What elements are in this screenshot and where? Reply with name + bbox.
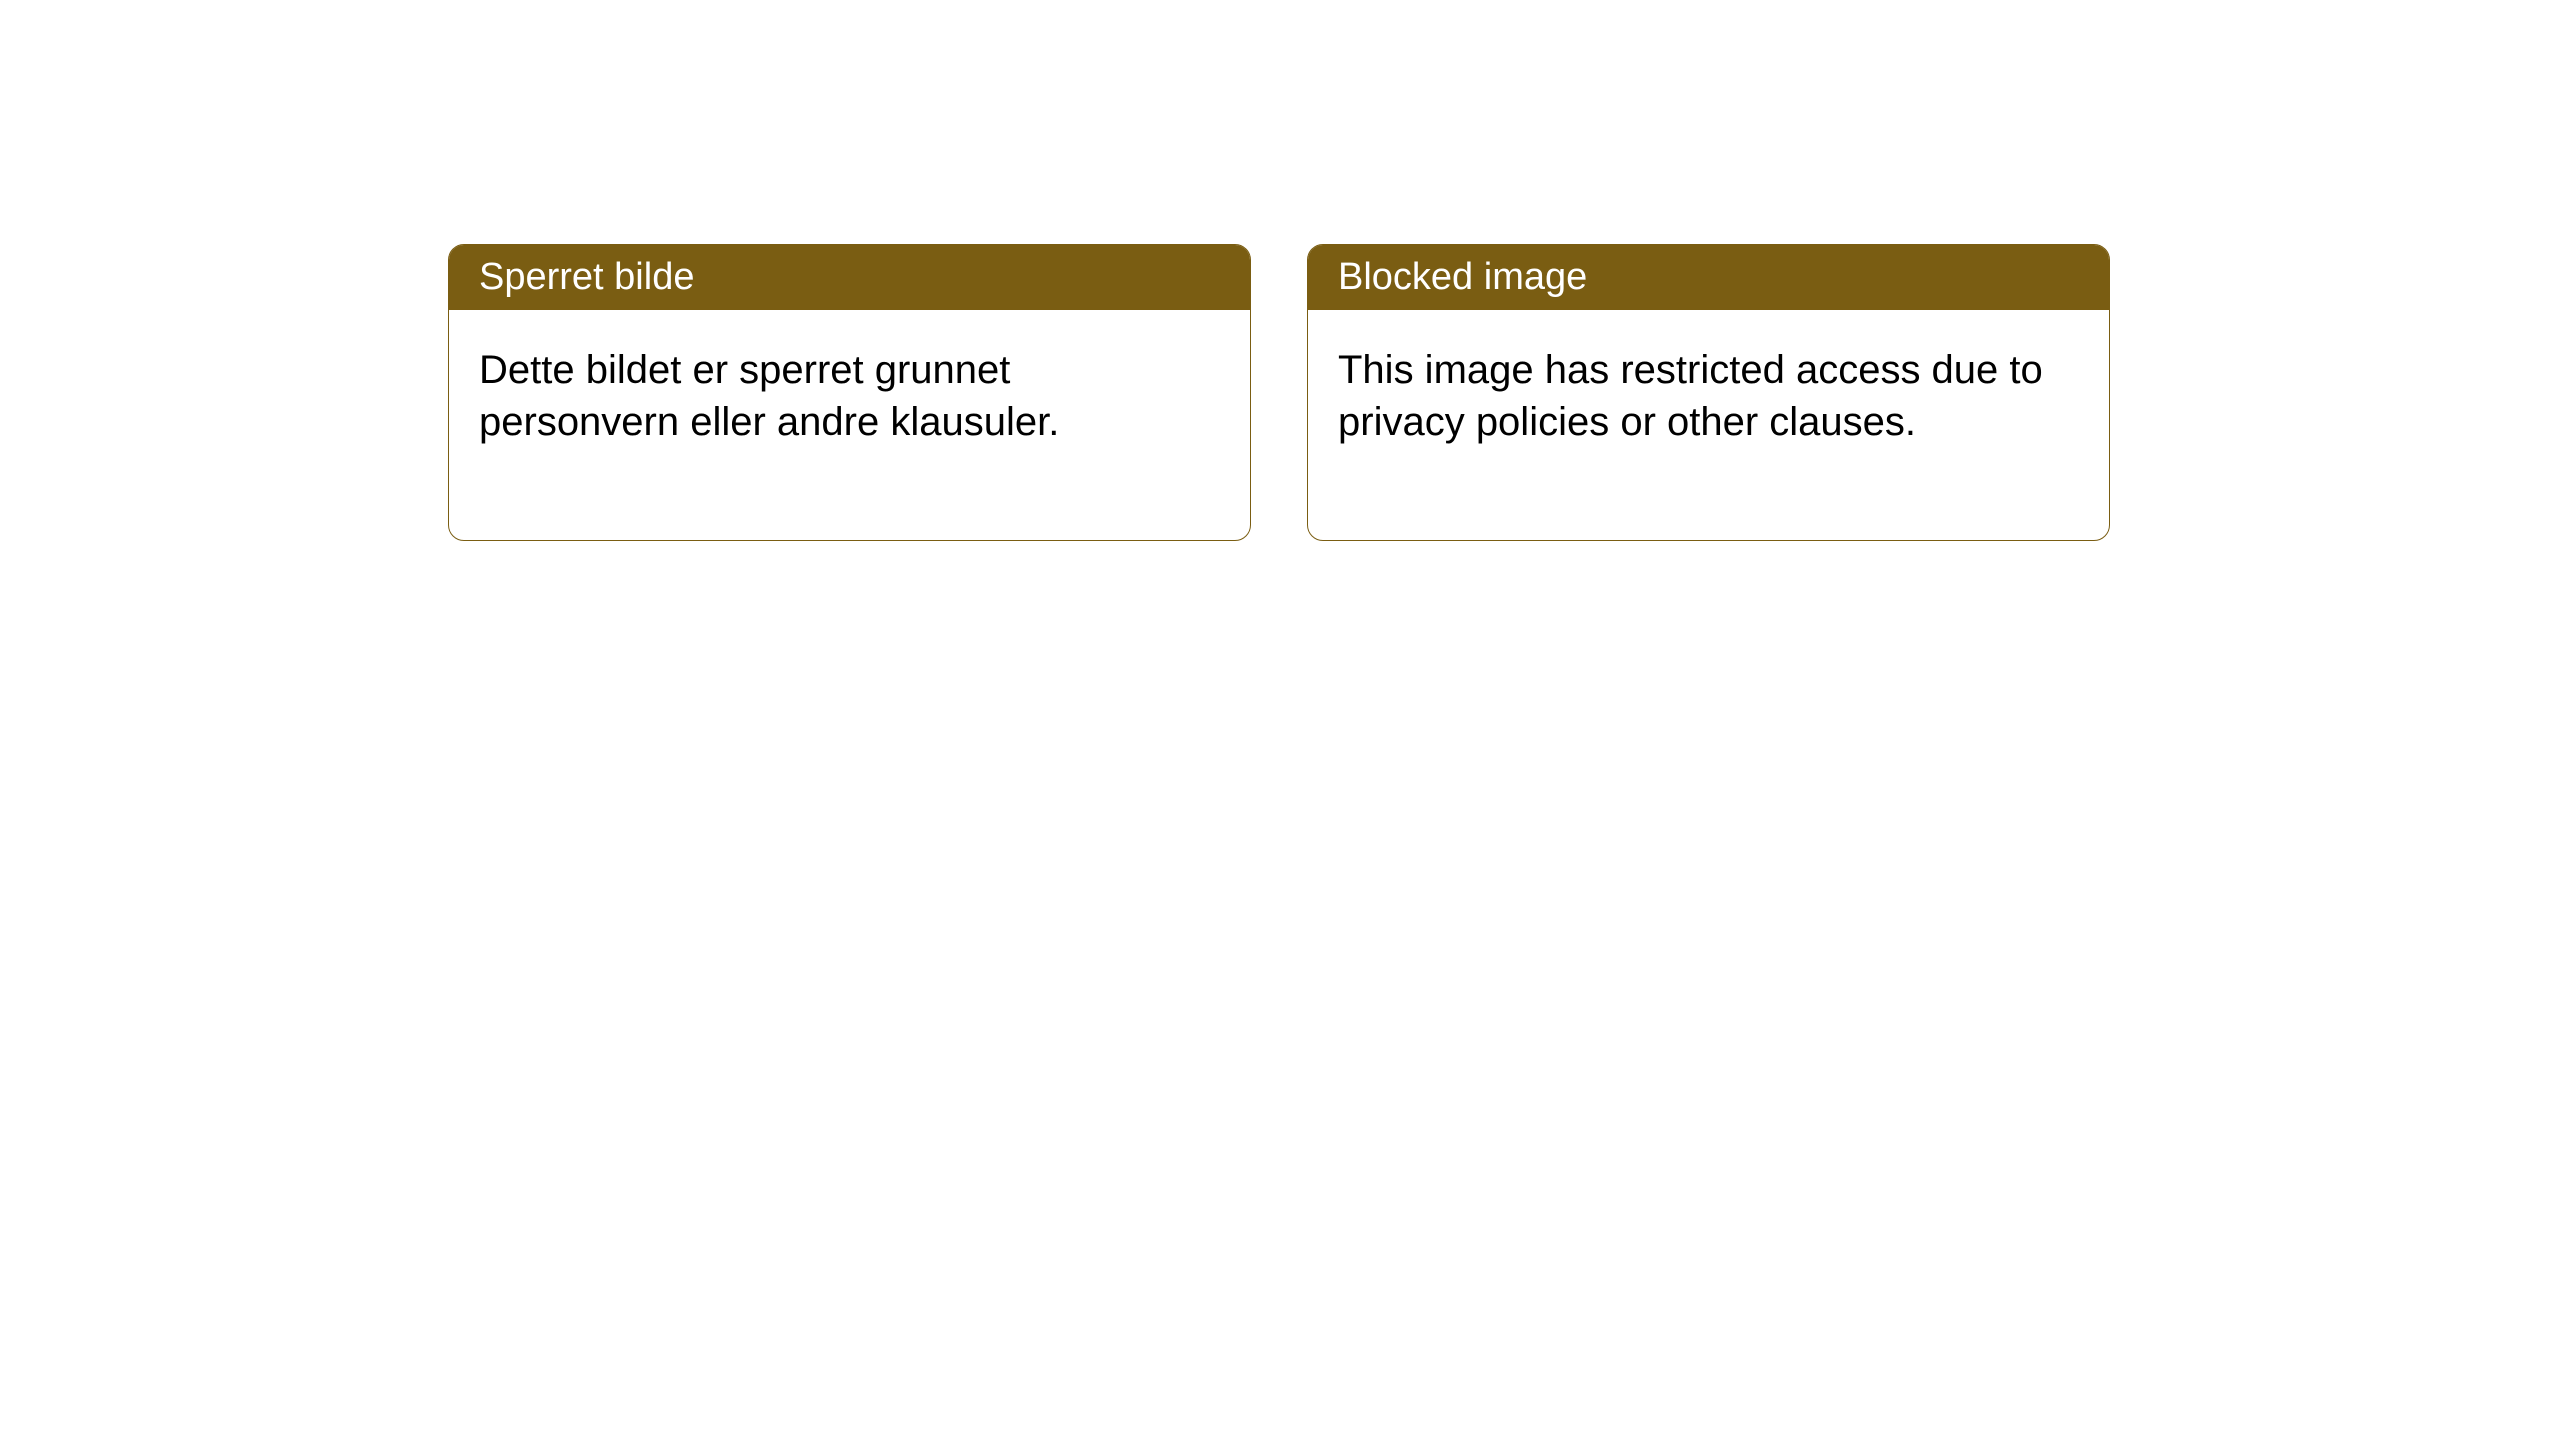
card-body: Dette bildet er sperret grunnet personve…	[449, 310, 1250, 540]
cards-container: Sperret bilde Dette bildet er sperret gr…	[0, 0, 2560, 541]
card-body: This image has restricted access due to …	[1308, 310, 2109, 540]
card-title: Blocked image	[1338, 256, 1587, 298]
card-body-text: This image has restricted access due to …	[1338, 348, 2043, 444]
card-header: Blocked image	[1308, 245, 2109, 310]
card-title: Sperret bilde	[479, 256, 694, 298]
blocked-image-card-norwegian: Sperret bilde Dette bildet er sperret gr…	[448, 244, 1251, 541]
card-header: Sperret bilde	[449, 245, 1250, 310]
card-body-text: Dette bildet er sperret grunnet personve…	[479, 348, 1059, 444]
blocked-image-card-english: Blocked image This image has restricted …	[1307, 244, 2110, 541]
